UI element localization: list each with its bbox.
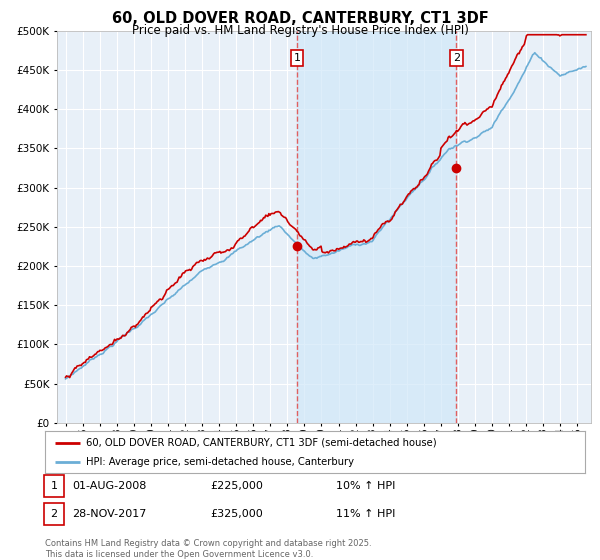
Text: 28-NOV-2017: 28-NOV-2017 [72, 509, 146, 519]
Text: £325,000: £325,000 [210, 509, 263, 519]
Text: 2: 2 [453, 53, 460, 63]
Text: 60, OLD DOVER ROAD, CANTERBURY, CT1 3DF: 60, OLD DOVER ROAD, CANTERBURY, CT1 3DF [112, 11, 488, 26]
Text: HPI: Average price, semi-detached house, Canterbury: HPI: Average price, semi-detached house,… [86, 457, 353, 467]
Text: 60, OLD DOVER ROAD, CANTERBURY, CT1 3DF (semi-detached house): 60, OLD DOVER ROAD, CANTERBURY, CT1 3DF … [86, 437, 436, 447]
Text: Price paid vs. HM Land Registry's House Price Index (HPI): Price paid vs. HM Land Registry's House … [131, 24, 469, 36]
Text: 10% ↑ HPI: 10% ↑ HPI [336, 481, 395, 491]
Text: 1: 1 [294, 53, 301, 63]
Text: 11% ↑ HPI: 11% ↑ HPI [336, 509, 395, 519]
Text: 1: 1 [50, 481, 58, 491]
Text: 2: 2 [50, 509, 58, 519]
Text: £225,000: £225,000 [210, 481, 263, 491]
Bar [297, 31, 457, 423]
Text: Contains HM Land Registry data © Crown copyright and database right 2025.
This d: Contains HM Land Registry data © Crown c… [45, 539, 371, 559]
Text: 01-AUG-2008: 01-AUG-2008 [72, 481, 146, 491]
